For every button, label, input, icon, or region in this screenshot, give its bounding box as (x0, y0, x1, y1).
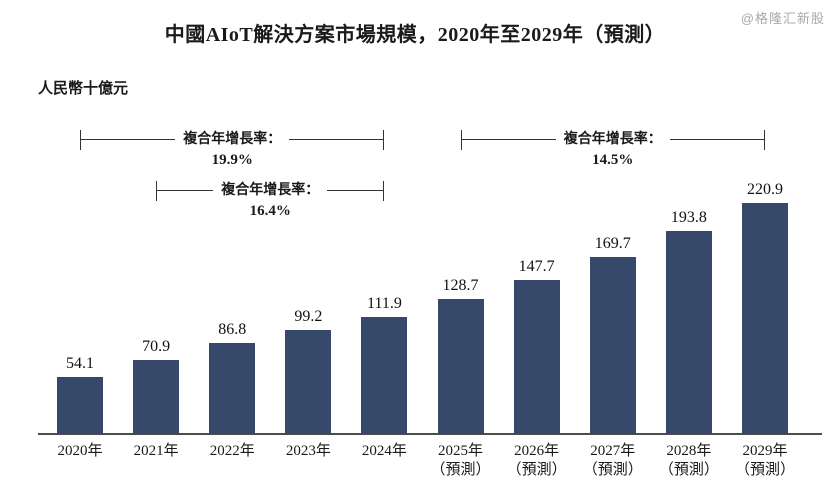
bracket-right-tick (383, 181, 385, 201)
bar-2027年 (589, 257, 636, 434)
x-axis-label-year: 2020年 (57, 443, 103, 459)
x-axis-label-year: 2026年 (514, 443, 560, 459)
x-axis-label: 2023年 (260, 442, 356, 461)
cagr-value: 19.9% (211, 152, 253, 168)
x-axis-label: 2025年 （預測） (413, 442, 509, 480)
x-axis-label-year: 2024年 (361, 443, 407, 459)
bar-2029年 (741, 203, 788, 434)
bracket-right-tick (763, 130, 765, 150)
x-axis-label-year: 2027年 (590, 443, 636, 459)
x-axis-label-forecast-note: （預測） (506, 462, 567, 478)
bar-value-label: 99.2 (294, 308, 323, 325)
x-axis-label: 2024年 (336, 442, 432, 461)
bar-value-label: 70.9 (142, 338, 171, 355)
x-axis-label-year: 2029年 (742, 443, 788, 459)
cagr-bracket-2: 複合年增長率： 16.4% (156, 181, 385, 219)
cagr-value: 14.5% (592, 152, 634, 168)
bar-value-label: 128.7 (442, 277, 479, 294)
x-axis-line (38, 433, 822, 435)
x-axis-label-year: 2022年 (209, 443, 255, 459)
bar-value-label: 147.7 (518, 258, 555, 275)
cagr-label: 複合年增長率： (175, 130, 290, 150)
bar-2028年 (665, 231, 712, 434)
bar-value-label: 54.1 (66, 355, 94, 372)
bar-value-label: 169.7 (594, 235, 631, 252)
bar-2024年 (361, 317, 408, 434)
x-axis-label-year: 2028年 (666, 443, 712, 459)
x-axis-label-forecast-note: （預測） (582, 462, 643, 478)
watermark-gelonghui: @格隆汇新股 (740, 11, 825, 26)
bracket-left-tick (80, 130, 81, 150)
bar-value-label: 193.8 (670, 209, 707, 226)
bracket-left-tick (156, 181, 158, 201)
cagr-label: 複合年增長率： (213, 181, 328, 201)
bar-2020年 (57, 377, 103, 434)
cagr-label: 複合年增長率： (555, 130, 670, 150)
x-axis-label: 2026年 （預測） (489, 442, 585, 480)
bracket-left-tick (460, 130, 462, 150)
x-axis-label: 2021年 (108, 442, 204, 461)
bar-value-label: 86.8 (218, 321, 247, 338)
x-axis-label: 2029年 （預測） (717, 442, 813, 480)
x-axis-label-year: 2021年 (133, 443, 179, 459)
bar-2026年 (513, 280, 560, 434)
x-axis-label-forecast-note: （預測） (734, 462, 795, 478)
bar-value-label: 220.9 (746, 181, 783, 198)
x-axis-label: 2027年 （預測） (565, 442, 661, 480)
bar-2025年 (437, 299, 484, 434)
x-axis-label: 2022年 (184, 442, 280, 461)
x-axis-label: 2028年 （預測） (641, 442, 737, 480)
y-axis-unit-label: 人民幣十億元 (38, 81, 129, 97)
x-axis-label: 2020年 (32, 442, 128, 461)
cagr-value: 16.4% (249, 203, 291, 219)
bar-2021年 (133, 360, 180, 434)
bar-2023年 (285, 330, 332, 434)
x-axis-label-year: 2023年 (285, 443, 331, 459)
x-axis-label-forecast-note: （預測） (658, 462, 719, 478)
cagr-bracket-1: 複合年增長率： 19.9% (80, 130, 385, 168)
bracket-right-tick (383, 130, 385, 150)
x-axis-label-year: 2025年 (438, 443, 484, 459)
x-axis-label-forecast-note: （預測） (430, 462, 491, 478)
bar-value-label: 111.9 (367, 295, 402, 312)
cagr-bracket-3: 複合年增長率： 14.5% (460, 130, 765, 168)
chart-title: 中國AIoT解決方案市場規模，2020年至2029年（預測） (164, 24, 666, 46)
bar-2022年 (209, 343, 256, 434)
